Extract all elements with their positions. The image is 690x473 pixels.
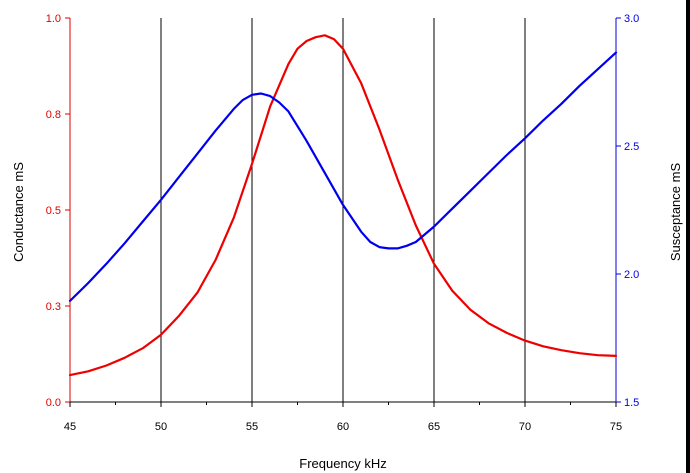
series-lines bbox=[68, 34, 618, 377]
right-y-axis-title: Susceptance mS bbox=[668, 163, 683, 262]
x-tick-label: 55 bbox=[246, 421, 258, 433]
x-tick-label: 65 bbox=[428, 421, 440, 433]
right-tick-label: 3.0 bbox=[624, 13, 639, 25]
right-tick-label: 2.5 bbox=[624, 141, 639, 153]
left-tick-label: 0.0 bbox=[46, 397, 61, 409]
left-y-axis: 0.0 0.3 0.5 0.8 1.0 bbox=[46, 13, 71, 409]
window-edge bbox=[686, 0, 690, 473]
x-tick-label: 75 bbox=[610, 421, 622, 433]
right-tick-label: 2.0 bbox=[624, 269, 639, 281]
x-axis: 45 50 55 60 65 70 75 bbox=[64, 401, 622, 433]
right-y-axis: 1.5 2.0 2.5 3.0 bbox=[615, 13, 639, 409]
left-tick-label: 0.8 bbox=[46, 109, 61, 121]
conductance-line bbox=[68, 34, 618, 377]
left-tick-label: 1.0 bbox=[46, 13, 61, 25]
susceptance-line bbox=[68, 51, 618, 302]
x-tick-label: 50 bbox=[155, 421, 167, 433]
x-axis-title: Frequency kHz bbox=[299, 456, 386, 471]
left-y-axis-title: Conductance mS bbox=[11, 162, 26, 262]
x-tick-label: 45 bbox=[64, 421, 76, 433]
x-tick-label: 60 bbox=[337, 421, 349, 433]
right-tick-label: 1.5 bbox=[624, 397, 639, 409]
left-tick-label: 0.5 bbox=[46, 205, 61, 217]
vertical-gridlines bbox=[160, 18, 526, 402]
x-tick-label: 70 bbox=[519, 421, 531, 433]
left-tick-label: 0.3 bbox=[46, 301, 61, 313]
